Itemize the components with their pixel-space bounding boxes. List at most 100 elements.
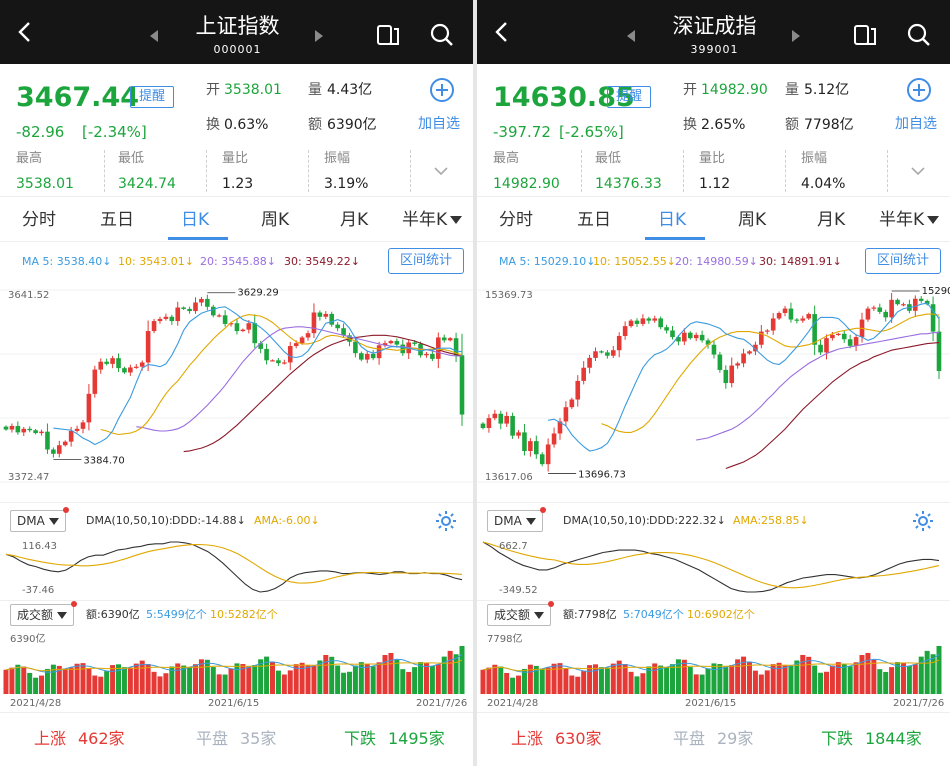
- alert-button[interactable]: 提醒: [607, 86, 651, 108]
- advancers-count: 630家: [555, 729, 602, 748]
- tab-halfyear-k[interactable]: 半年K: [402, 209, 463, 231]
- tab-weekly-k[interactable]: 周K: [261, 210, 290, 230]
- index-title: 上证指数: [195, 14, 280, 38]
- candle-body: [877, 307, 883, 312]
- indicator-selector[interactable]: DMA: [10, 507, 69, 532]
- next-arrow-icon[interactable]: [315, 30, 323, 42]
- candle-body: [187, 308, 192, 312]
- high-marker-label: 15290.06: [922, 286, 950, 297]
- volume-bar: [346, 671, 352, 694]
- volume-bar: [918, 656, 924, 694]
- volume-bar: [610, 663, 616, 694]
- volume-selector[interactable]: 成交额: [487, 601, 555, 626]
- ma5-line: [548, 302, 940, 452]
- high-marker-label: 3629.29: [237, 288, 278, 299]
- kline-chart[interactable]: 3641.52 3372.47 3629.29 3384.70: [0, 276, 473, 500]
- tab-daily-k[interactable]: 日K: [658, 210, 687, 230]
- add-watchlist-icon[interactable]: [905, 76, 933, 104]
- candle-body: [865, 308, 871, 320]
- volume-bar: [394, 659, 400, 694]
- search-icon[interactable]: [429, 22, 455, 48]
- volume-bar: [545, 667, 551, 694]
- candle-body: [205, 298, 210, 307]
- date-label-end: 2021/7/26: [416, 698, 467, 709]
- volume-bar: [563, 668, 569, 694]
- chevron-down-icon[interactable]: [911, 164, 925, 178]
- candle-body: [3, 426, 9, 430]
- add-watchlist-label[interactable]: 加自选: [895, 116, 937, 132]
- gear-icon[interactable]: [911, 509, 935, 533]
- gear-icon[interactable]: [434, 509, 458, 533]
- volume-ma5-line: [482, 653, 940, 673]
- range-stats-button[interactable]: 区间统计: [388, 248, 464, 274]
- chevron-down-icon[interactable]: [434, 164, 448, 178]
- tab-halfyear-k[interactable]: 半年K: [879, 209, 940, 231]
- volume-bar: [246, 666, 252, 694]
- volume-bar: [746, 661, 752, 694]
- volume-bar: [912, 664, 918, 694]
- dma-chart[interactable]: 116.43 -37.46: [0, 536, 473, 600]
- volume-label: 量: [785, 82, 799, 98]
- prev-arrow-icon[interactable]: [627, 30, 635, 42]
- tab-monthly-k[interactable]: 月K: [340, 210, 369, 230]
- prev-arrow-icon[interactable]: [150, 30, 158, 42]
- indicator-selector[interactable]: DMA: [487, 507, 546, 532]
- volume-bar: [877, 669, 883, 694]
- dma-chart[interactable]: 662.7 -349.52: [477, 536, 950, 600]
- tab-daily-k[interactable]: 日K: [181, 210, 210, 230]
- ma20-line: [696, 332, 939, 441]
- candle-body: [62, 441, 68, 446]
- volume-bar: [699, 674, 705, 694]
- split-screen-icon[interactable]: [375, 22, 401, 48]
- volume-chart[interactable]: 7798亿 2021/4/28 2021/6/15 2021/7/26: [477, 628, 950, 712]
- volume-bar: [252, 665, 258, 694]
- candle-body: [682, 332, 687, 342]
- candle-body: [282, 362, 287, 364]
- volume-bar: [181, 665, 187, 694]
- volume-bar: [581, 671, 587, 694]
- volume-bar: [723, 666, 729, 694]
- add-watchlist-icon[interactable]: [428, 76, 456, 104]
- candle-body: [806, 314, 812, 319]
- next-arrow-icon[interactable]: [792, 30, 800, 42]
- candle-body: [181, 307, 186, 309]
- tab-five-day[interactable]: 五日: [100, 210, 134, 230]
- search-icon[interactable]: [906, 22, 932, 48]
- volume-bar: [598, 667, 604, 694]
- stat-divider: [206, 150, 207, 192]
- volume-bar: [906, 665, 912, 694]
- candle-body: [453, 338, 459, 356]
- volume-bar: [370, 666, 376, 694]
- volume-bar: [264, 656, 270, 694]
- volume-selector[interactable]: 成交额: [10, 601, 78, 626]
- tab-weekly-k[interactable]: 周K: [738, 210, 767, 230]
- volume-bar: [317, 660, 323, 694]
- candle-body: [51, 449, 56, 454]
- stock-panel-sz: 深证成指 399001 14630.85 提醒 -397.72 [-2.65%]…: [477, 0, 950, 766]
- back-icon[interactable]: [14, 20, 38, 44]
- volume-bar: [752, 670, 758, 694]
- candle-body: [228, 323, 234, 325]
- tab-intraday[interactable]: 分时: [499, 210, 533, 230]
- ma30-value: 30: 14891.91↓: [759, 255, 842, 268]
- range-stats-button[interactable]: 区间统计: [865, 248, 941, 274]
- candle-body: [430, 353, 435, 359]
- candle-body: [824, 338, 829, 353]
- volume-bar: [800, 654, 806, 694]
- candle-body: [699, 334, 705, 341]
- add-watchlist-label[interactable]: 加自选: [418, 116, 460, 132]
- split-screen-icon[interactable]: [852, 22, 878, 48]
- volume-chart[interactable]: 6390亿 2021/4/28 2021/6/15 2021/7/26: [0, 628, 473, 712]
- back-icon[interactable]: [491, 20, 515, 44]
- tab-monthly-k[interactable]: 月K: [817, 210, 846, 230]
- volume-ma10-line: [482, 659, 940, 672]
- alert-button[interactable]: 提醒: [130, 86, 174, 108]
- volume-bar: [116, 664, 122, 694]
- tab-intraday[interactable]: 分时: [22, 210, 56, 230]
- volume-bar: [593, 664, 599, 694]
- candle-body: [563, 407, 569, 422]
- tab-five-day[interactable]: 五日: [577, 210, 611, 230]
- candle-body: [33, 430, 38, 434]
- kline-chart[interactable]: 15369.73 13617.06 15290.06 13696.73: [477, 276, 950, 500]
- decliners-count: 1495家: [388, 729, 445, 748]
